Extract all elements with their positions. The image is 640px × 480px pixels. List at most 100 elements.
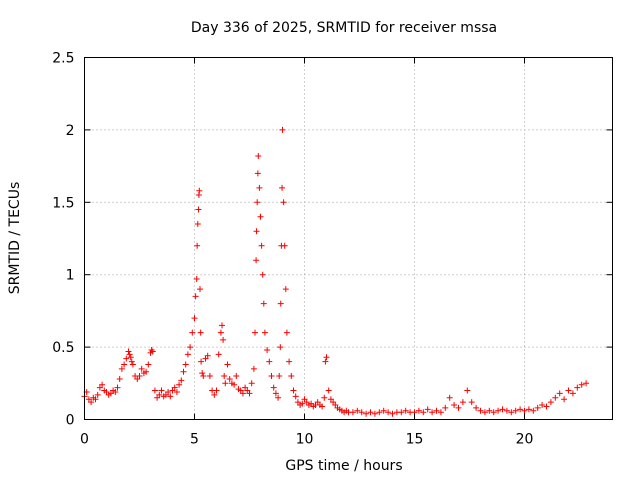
data-point [200, 373, 207, 380]
data-point [195, 206, 202, 213]
data-point [171, 384, 178, 391]
data-point [197, 329, 204, 336]
data-point [178, 377, 185, 384]
data-point [165, 388, 172, 395]
data-point [268, 373, 275, 380]
data-point [276, 373, 283, 380]
data-point [534, 404, 541, 411]
data-point [239, 390, 246, 397]
data-point [217, 329, 224, 336]
data-point [437, 409, 444, 416]
data-point [192, 293, 199, 300]
data-point [556, 390, 563, 397]
data-point [319, 403, 326, 410]
data-point [578, 381, 585, 388]
data-point [253, 257, 260, 264]
data-point [512, 407, 519, 414]
data-point [211, 391, 218, 398]
data-point [198, 358, 205, 365]
data-point [143, 368, 150, 375]
data-point [574, 384, 581, 391]
data-point [121, 361, 128, 368]
data-point [543, 403, 550, 410]
data-point [486, 407, 493, 414]
data-point [204, 352, 211, 359]
data-point [112, 388, 119, 395]
x-axis-label: GPS time / hours [285, 458, 402, 474]
data-point [266, 358, 273, 365]
data-point [257, 213, 264, 220]
data-point [246, 390, 253, 397]
x-tick-label: 0 [80, 432, 89, 448]
data-point [473, 404, 480, 411]
data-point [158, 387, 165, 394]
data-point [213, 387, 220, 394]
data-point [371, 410, 378, 417]
data-point [189, 329, 196, 336]
data-point [127, 354, 134, 361]
data-point [477, 407, 484, 414]
data-point [565, 387, 572, 394]
data-point [88, 399, 95, 406]
data-point [114, 384, 121, 391]
data-point [272, 390, 279, 397]
data-point [92, 396, 99, 403]
data-point [530, 407, 537, 414]
x-tick-label: 5 [190, 432, 199, 448]
data-point [145, 361, 152, 368]
y-tick-label: 1.5 [52, 195, 74, 211]
data-point [290, 387, 297, 394]
data-point [455, 404, 462, 411]
data-point [149, 348, 156, 355]
data-point [354, 407, 361, 414]
data-point [468, 399, 475, 406]
data-point [222, 380, 229, 387]
data-point [552, 394, 559, 401]
data-point [292, 393, 299, 400]
data-point [128, 358, 135, 365]
data-point [193, 276, 200, 283]
data-point [481, 409, 488, 416]
y-tick-label: 1 [66, 268, 75, 284]
data-point [116, 375, 123, 382]
data-point [525, 406, 532, 413]
data-point [495, 407, 502, 414]
data-point [260, 300, 267, 307]
data-point [282, 286, 289, 293]
data-point [215, 351, 222, 358]
data-point [151, 387, 158, 394]
data-point [176, 381, 183, 388]
data-point [194, 242, 201, 249]
data-point [126, 351, 133, 358]
data-point [250, 365, 257, 372]
data-point [254, 170, 261, 177]
data-point [389, 410, 396, 417]
data-point [277, 344, 284, 351]
data-point [325, 387, 332, 394]
data-point [123, 355, 130, 362]
data-point [220, 336, 227, 343]
data-point [277, 300, 284, 307]
data-point [508, 409, 515, 416]
grid-lines [84, 57, 613, 420]
data-point [429, 409, 436, 416]
data-point [194, 221, 201, 228]
data-point [231, 381, 238, 388]
data-point [254, 199, 261, 206]
data-point [363, 410, 370, 417]
data-point [199, 370, 206, 377]
data-point [281, 242, 288, 249]
data-point [173, 388, 180, 395]
data-point [224, 361, 231, 368]
data-point [180, 368, 187, 375]
data-point [138, 365, 145, 372]
y-tick-label: 0 [66, 413, 75, 429]
data-points [81, 126, 590, 417]
data-point [136, 373, 143, 380]
data-point [517, 406, 524, 413]
data-point [187, 344, 194, 351]
data-point [415, 407, 422, 414]
data-point [99, 381, 106, 388]
data-point [288, 373, 295, 380]
